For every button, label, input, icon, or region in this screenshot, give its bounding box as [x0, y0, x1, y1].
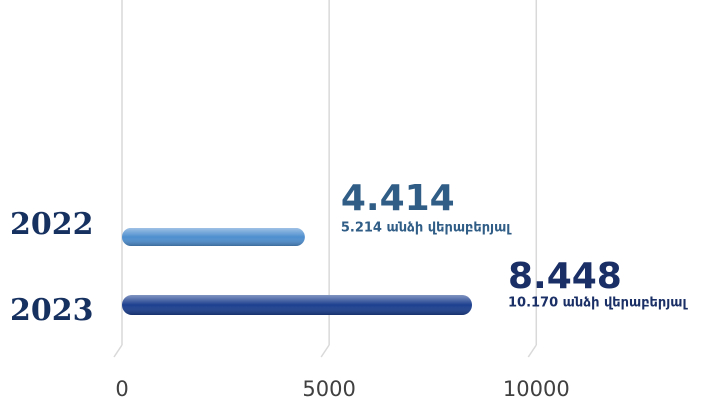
- bar-shine: [122, 228, 305, 246]
- value-note: 5.214 անձի վերաբերյալ: [341, 221, 512, 236]
- y-tick-label: 2022: [10, 207, 94, 242]
- y-tick-label: 2023: [10, 293, 94, 328]
- grid-foot: [320, 344, 330, 358]
- x-tick-label: 5000: [302, 377, 355, 401]
- grid-foot: [527, 344, 537, 358]
- x-tick-label: 0: [115, 377, 128, 401]
- x-tick-label: 10000: [503, 377, 570, 401]
- bar-shine: [122, 295, 472, 315]
- value-label: 8.448: [508, 256, 622, 297]
- grid-foot: [113, 344, 123, 358]
- value-label: 4.414: [341, 178, 455, 219]
- value-note: 10.170 անձի վերաբերյալ: [508, 296, 688, 311]
